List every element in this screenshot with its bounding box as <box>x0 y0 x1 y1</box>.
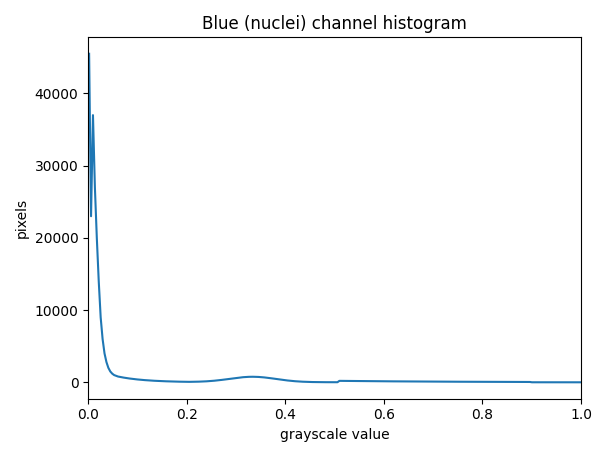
Y-axis label: pixels: pixels <box>15 198 29 238</box>
Title: Blue (nuclei) channel histogram: Blue (nuclei) channel histogram <box>202 15 467 33</box>
X-axis label: grayscale value: grayscale value <box>280 428 389 442</box>
